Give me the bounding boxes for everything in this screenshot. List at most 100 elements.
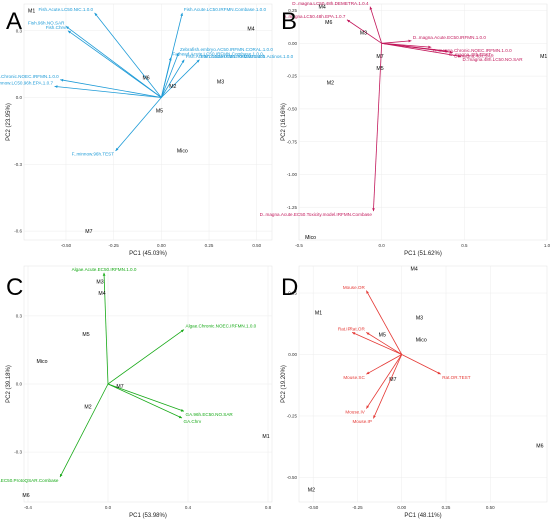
vector-arrowhead	[180, 12, 183, 17]
y-tick-label: 0.00	[288, 352, 297, 357]
vector-label: Mouse.SC	[343, 375, 365, 380]
vector-arrowhead	[366, 290, 369, 294]
vector-label: Fish.Acute.LC50.IRFMN.Combase.1.0.0	[184, 7, 267, 12]
vector-label: Fathead.Acute.LC50.IRFMN.Combase.1.0.0	[172, 52, 263, 57]
loading-vector	[160, 52, 179, 98]
x-tick-label: -0.5	[295, 243, 303, 248]
pca-biplot-d: -0.50 -0.25 0.00 0.25 0.50 0.25 0.00 -0.25 -0.50…	[277, 262, 550, 520]
observation-label: M5	[379, 333, 386, 339]
vector-arrowhead	[373, 415, 376, 419]
y-tick-label: -0.25	[287, 414, 298, 419]
observation-label: Mico	[305, 235, 316, 241]
y-tick-label: 0.0	[16, 382, 23, 387]
plot-area	[23, 3, 273, 241]
observation-label: M1	[28, 8, 35, 14]
y-tick-label: -0.50	[287, 475, 298, 480]
vector-label: Fish.Acute.LC50.IRFMN.ToxCast.1.0.0	[186, 54, 266, 59]
vector-label: D..magna.LC50.48h.DEMETRA.1.0.4	[292, 1, 369, 6]
vector-arrowhead	[60, 78, 64, 82]
observation-label: M4	[247, 26, 254, 32]
loading-vector	[381, 42, 462, 57]
observation-label: M1	[540, 54, 547, 60]
observation-label: M2	[169, 84, 176, 90]
y-tick-label: -0.50	[287, 106, 298, 111]
y-tick-label: -1.25	[287, 205, 298, 210]
vector-label: D..magna.LC50.48h.EPA.1.0.7	[283, 14, 346, 19]
vector-arrowhead	[176, 52, 179, 57]
vector-label: D..magna.Acute.EC50.Toxicity.model.IRFMN…	[260, 212, 373, 217]
loading-vector	[59, 383, 109, 478]
observation-label: M6	[142, 75, 149, 81]
observation-label: M2	[84, 404, 91, 410]
vector-label: Rat.IP	[338, 327, 351, 332]
observation-label: Mico	[177, 149, 188, 155]
observation-label: M3	[416, 315, 423, 321]
x-tick-label: 1.0	[544, 243, 550, 248]
vector-arrowhead	[178, 415, 182, 419]
vector-label: D..magna.48h.LC50.NO.SAR	[463, 57, 524, 62]
pca-biplot-b: -0.5 0.0 0.5 1.0 0.25 0.00 -0.25 -0.50 -0.75 -1.0…	[260, 0, 550, 258]
observation-label: M3	[360, 31, 367, 37]
vector-label: Rat.OR	[349, 327, 365, 332]
x-tick-label: 0.50	[486, 505, 495, 510]
x-tick-label: 0.25	[205, 243, 214, 248]
loading-vector	[381, 42, 453, 53]
vector-label: D..magna.Acute.EC50.IRFMN.1.0.0	[413, 35, 486, 40]
x-tick-label: 0.00	[157, 243, 166, 248]
loading-vector	[161, 59, 185, 98]
y-tick-label: 0.3	[16, 314, 23, 319]
vector-label: D..magna.Chronic.NOEC.IRFMN.1.0.0	[433, 48, 512, 53]
y-axis-title: PC2 (19.20%)	[281, 365, 287, 403]
observation-label: M7	[85, 229, 92, 235]
x-tick-label: 0.00	[397, 505, 406, 510]
vector-label: Fish.Acute.LC50.IRFMN.Reach.Actinos.1.0.…	[201, 54, 294, 59]
vector-label: Fish.Acute.LC50.NIC.1.0.0	[38, 7, 93, 12]
x-tick-label: -0.25	[352, 505, 363, 510]
y-tick-label: -0.25	[287, 74, 298, 79]
y-axis-title: PC2 (23.95%)	[6, 103, 12, 141]
loading-vector	[160, 57, 172, 98]
x-axis-title: PC1 (53.98%)	[129, 513, 167, 519]
vector-arrowhead	[102, 272, 106, 276]
y-tick-label: 0.25	[288, 291, 297, 296]
pca-biplot-c: -0.4 0.0 0.4 0.8 0.3 0.0 -0.3 PC1 (53.98%) PC2 (…	[0, 262, 274, 520]
observation-label: M2	[308, 488, 315, 494]
panel-letter: A	[6, 8, 23, 35]
vector-arrowhead	[65, 26, 70, 30]
y-axis-title: PC2 (16.16%)	[281, 103, 287, 141]
vector-label: Zebrafish.embryo.AC50.IRFMN.CORAL.1.0.0	[180, 47, 273, 52]
observation-label: M6	[325, 20, 332, 26]
loading-vector	[381, 40, 412, 44]
loading-vector	[103, 272, 109, 385]
loading-vector	[67, 30, 162, 98]
y-tick-label: -0.6	[14, 229, 22, 234]
loading-vector	[373, 354, 403, 419]
vector-arrowhead	[168, 57, 172, 61]
vector-label: Rat.OR.TEST	[442, 375, 471, 380]
x-tick-label: 0.25	[442, 505, 451, 510]
vector-arrowhead	[54, 85, 58, 89]
observation-label: M6	[536, 443, 543, 449]
vector-label: D..magna.48h.SAR	[454, 53, 494, 58]
vector-label: D..magna.48h.TEST	[449, 52, 491, 57]
y-tick-label: 0.0	[16, 95, 23, 100]
plot-area	[298, 265, 548, 503]
biplot-svg: -0.4 0.0 0.4 0.8 0.3 0.0 -0.3 PC1 (53.98%) PC2 (…	[0, 265, 273, 519]
vector-arrowhead	[408, 39, 412, 43]
observation-label: M4	[411, 266, 418, 272]
vector-arrowhead	[428, 45, 432, 49]
vector-arrowhead	[437, 371, 441, 375]
panel-letter: D	[281, 274, 299, 301]
x-tick-label: -0.4	[24, 505, 32, 510]
loading-vector	[346, 19, 382, 44]
loading-vector	[60, 79, 162, 98]
observation-label: M6	[22, 493, 29, 499]
vector-arrowhead	[180, 329, 184, 333]
y-tick-label: -0.3	[14, 450, 22, 455]
biplot-svg: -0.50 -0.25 0.00 0.25 0.50 0.3 0.0 -0.3 -0.6 PC1 …	[0, 3, 294, 257]
loading-vector	[107, 383, 185, 412]
vector-label: Fish.Chrvi	[46, 25, 67, 30]
vector-arrowhead	[180, 408, 184, 412]
x-axis-title: PC1 (51.62%)	[404, 251, 442, 257]
loading-vector	[161, 59, 200, 98]
